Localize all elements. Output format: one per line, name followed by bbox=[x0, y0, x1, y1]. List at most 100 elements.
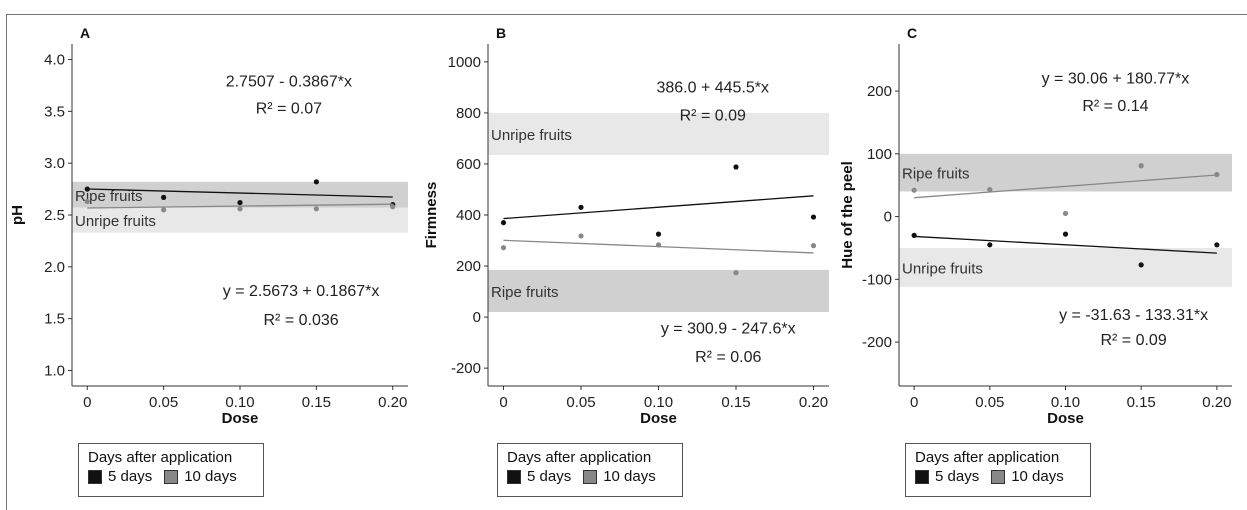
r-squared-label: R² = 0.09 bbox=[680, 108, 746, 125]
band-unripe-fruits bbox=[488, 112, 829, 156]
data-point-10-days bbox=[1138, 163, 1144, 169]
legend-title: Days after application bbox=[88, 449, 233, 466]
x-tick-label: 0.20 bbox=[1202, 394, 1231, 411]
regression-equation: y = -31.63 - 133.31*x bbox=[1059, 307, 1208, 324]
data-point-5-days bbox=[1062, 231, 1069, 237]
band-label-unripe-fruits: Unripe fruits bbox=[491, 127, 572, 144]
legend-label-5-days: 5 days bbox=[108, 468, 153, 485]
band-unripe-fruits bbox=[72, 207, 408, 233]
x-tick-label: 0 bbox=[499, 394, 507, 411]
legend-label-5-days: 5 days bbox=[527, 468, 572, 485]
data-point-10-days bbox=[987, 186, 993, 193]
data-point-5-days bbox=[733, 164, 739, 170]
band-label-unripe-fruits: Unripe fruits bbox=[902, 260, 983, 277]
x-tick-label: 0.10 bbox=[1051, 394, 1080, 411]
fit-line-5-days bbox=[87, 188, 393, 198]
y-tick-label: 800 bbox=[456, 105, 481, 122]
data-point-5-days bbox=[987, 242, 993, 248]
data-point-10-days bbox=[84, 198, 90, 205]
data-point-5-days bbox=[313, 179, 319, 185]
data-point-5-days bbox=[1214, 242, 1220, 248]
data-point-10-days bbox=[578, 233, 584, 239]
y-tick-label: 200 bbox=[456, 258, 481, 275]
panel-letter: B bbox=[496, 25, 506, 41]
legend-label-10-days: 10 days bbox=[1011, 468, 1064, 485]
fit-line-10-days bbox=[914, 174, 1217, 199]
chart-panel-b: Unripe fruits Ripe fruits -200 0 200 400 600 80… bbox=[423, 25, 829, 427]
x-tick-label: 0.15 bbox=[1127, 394, 1156, 411]
data-point-10-days bbox=[1062, 210, 1069, 217]
legend-swatch-5-days bbox=[88, 469, 102, 484]
y-tick-label: 3.0 bbox=[44, 155, 65, 172]
y-tick-label: -100 bbox=[862, 271, 892, 288]
r-squared-label: R² = 0.07 bbox=[256, 100, 322, 117]
data-point-5-days bbox=[1138, 262, 1144, 268]
x-axis-title: Dose bbox=[640, 410, 677, 427]
y-tick-label: -200 bbox=[451, 360, 481, 377]
x-tick-label: 0.20 bbox=[378, 394, 407, 411]
legend-swatch-10-days bbox=[583, 469, 598, 484]
band-ripe-fruits bbox=[488, 269, 829, 312]
y-tick-label: 600 bbox=[456, 156, 481, 173]
data-point-5-days bbox=[237, 199, 243, 206]
x-tick-label: 0.10 bbox=[225, 394, 254, 411]
data-point-5-days bbox=[810, 214, 817, 220]
data-point-10-days bbox=[161, 207, 167, 213]
band-label-unripe-fruits: Unripe fruits bbox=[75, 213, 156, 230]
legend-swatch-5-days bbox=[507, 469, 521, 484]
y-tick-label: 0 bbox=[473, 309, 481, 326]
y-tick-label: 0 bbox=[884, 209, 892, 226]
fit-line-5-days bbox=[503, 195, 814, 220]
x-tick-label: 0 bbox=[83, 394, 91, 411]
y-tick-label: 400 bbox=[456, 207, 481, 224]
r-squared-label: R² = 0.14 bbox=[1082, 98, 1148, 115]
band-label-ripe-fruits: Ripe fruits bbox=[902, 166, 970, 183]
r-squared-label: R² = 0.09 bbox=[1100, 332, 1166, 349]
data-point-5-days bbox=[578, 204, 584, 210]
y-tick-label: -200 bbox=[862, 334, 892, 351]
y-tick-label: 100 bbox=[867, 146, 892, 163]
regression-equation: 2.7507 - 0.3867*x bbox=[226, 73, 352, 90]
r-squared-label: R² = 0.036 bbox=[264, 312, 339, 329]
regression-equation: y = 30.06 + 180.77*x bbox=[1042, 71, 1190, 88]
x-tick-label: 0.05 bbox=[975, 394, 1004, 411]
figure-frame bbox=[6, 14, 1247, 510]
y-tick-label: 200 bbox=[867, 83, 892, 100]
legend-panel-b: Days after application 5 days 10 days bbox=[497, 443, 683, 497]
x-tick-label: 0.05 bbox=[566, 394, 595, 411]
chart-panel-c: Ripe fruits Unripe fruits -200 -100 0 100 200 0… bbox=[839, 25, 1232, 427]
regression-equation: 386.0 + 445.5*x bbox=[656, 79, 769, 96]
y-tick-label: 2.5 bbox=[44, 207, 65, 224]
chart-panel-a: Ripe fruits Unripe fruits 1.0 1.5 2.0 2.5 3.0 3… bbox=[9, 25, 408, 427]
band-label-ripe-fruits: Ripe fruits bbox=[75, 188, 143, 205]
y-tick-label: 2.0 bbox=[44, 259, 65, 276]
panel-letter: C bbox=[907, 25, 917, 41]
y-tick-label: 1000 bbox=[448, 54, 481, 71]
legend-item-5-days: 5 days bbox=[88, 467, 152, 486]
legend-panel-a: Days after application 5 days 10 days bbox=[78, 443, 264, 497]
data-point-10-days bbox=[390, 204, 396, 210]
y-axis-title: pH bbox=[9, 205, 26, 225]
data-point-5-days bbox=[500, 220, 507, 226]
fit-line-10-days bbox=[87, 203, 393, 209]
legend-title: Days after application bbox=[507, 449, 652, 466]
x-axis-title: Dose bbox=[222, 410, 259, 427]
y-axis-title: Hue of the peel bbox=[839, 161, 856, 269]
x-tick-label: 0.05 bbox=[149, 394, 178, 411]
y-tick-label: 4.0 bbox=[44, 52, 65, 69]
y-tick-label: 3.5 bbox=[44, 103, 65, 120]
legend-label-5-days: 5 days bbox=[935, 468, 980, 485]
data-point-5-days bbox=[655, 231, 662, 237]
panel-letter: A bbox=[80, 25, 90, 41]
legend-title: Days after application bbox=[915, 449, 1060, 466]
x-tick-label: 0.10 bbox=[644, 394, 673, 411]
r-squared-label: R² = 0.06 bbox=[695, 349, 761, 366]
data-point-5-days bbox=[84, 186, 90, 192]
legend-panel-c: Days after application 5 days 10 days bbox=[905, 443, 1091, 497]
y-tick-label: 1.0 bbox=[44, 362, 65, 379]
band-label-ripe-fruits: Ripe fruits bbox=[491, 284, 559, 301]
data-point-10-days bbox=[733, 270, 739, 276]
data-point-10-days bbox=[313, 206, 319, 212]
legend-item-10-days: 10 days bbox=[583, 467, 656, 486]
